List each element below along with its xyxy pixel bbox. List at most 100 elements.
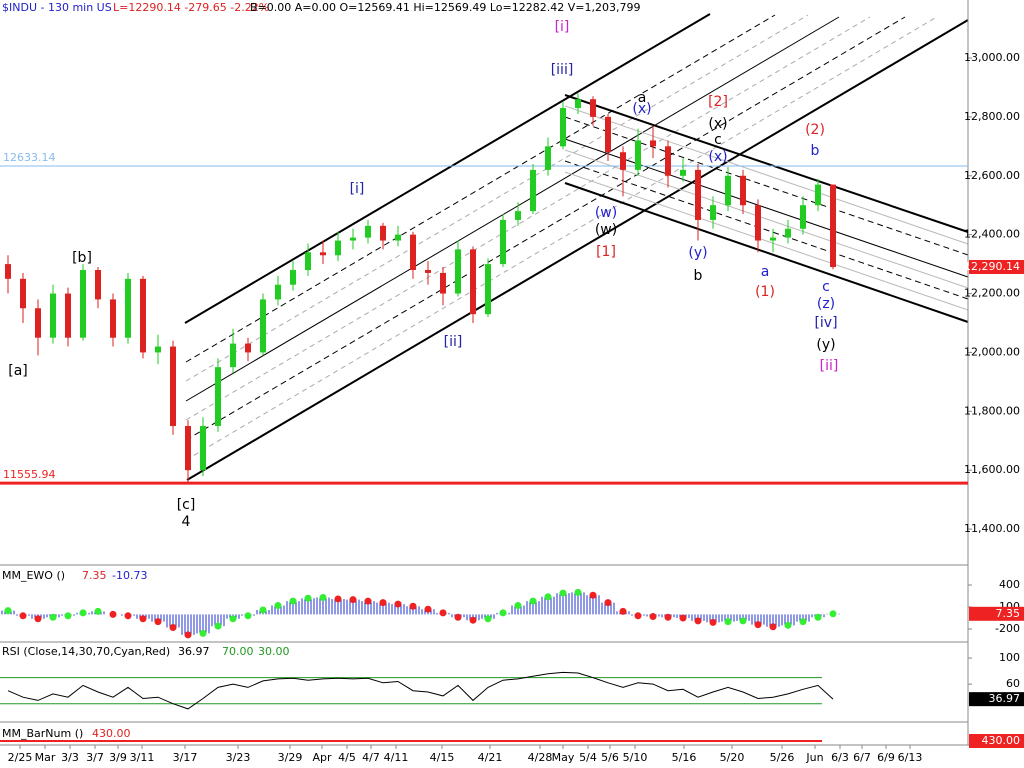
frame	[0, 0, 1024, 746]
y-tick-label: 12,600.00	[964, 169, 1020, 182]
wave-label: a	[638, 90, 647, 106]
x-tick-label: 5/10	[623, 751, 648, 764]
value-tag	[969, 260, 1024, 275]
candle-body	[695, 169, 701, 220]
header-quote: B=0.00 A=0.00 O=12569.41 Hi=12569.49 Lo=…	[250, 1, 640, 14]
candle-body	[425, 269, 431, 273]
value-tag-label: 430.00	[982, 734, 1021, 747]
value-tag	[969, 692, 1024, 707]
ewo-point	[184, 631, 192, 639]
ewo-point	[484, 615, 492, 623]
candle-body	[275, 284, 281, 300]
candle-body	[665, 146, 671, 176]
panel-title: MM_BarNum ()	[2, 727, 83, 740]
y-tick-label: 100	[999, 651, 1020, 664]
candle-body	[545, 146, 551, 170]
ewo-point	[439, 609, 447, 617]
candle-body	[125, 278, 131, 338]
panel-reading: 430.00	[92, 727, 131, 740]
channel-line	[564, 160, 969, 300]
channels	[184, 13, 969, 481]
wave-label: [ii]	[444, 334, 463, 350]
candle-body	[515, 211, 521, 220]
candle-body	[380, 225, 386, 241]
channel-line	[186, 19, 969, 481]
ewo-point	[169, 624, 177, 632]
candle-body	[245, 343, 251, 353]
y-tick-label: 11,600.00	[964, 463, 1020, 476]
x-tick-label: 6/13	[898, 751, 923, 764]
wave-label: [1]	[596, 244, 616, 260]
wave-label: [b]	[72, 250, 92, 266]
candle-body	[470, 249, 476, 315]
header-symbol: $INDU - 130 min US	[2, 1, 112, 14]
ewo-point	[64, 612, 72, 620]
channel-line	[564, 182, 969, 323]
value-tag	[969, 734, 1024, 748]
candle-body	[350, 237, 356, 241]
ewo-point	[499, 609, 507, 617]
ewo-point	[274, 602, 282, 610]
channel-line	[564, 149, 969, 289]
y-tick-label: 12,200.00	[964, 287, 1020, 300]
x-tick-label: 4/28	[528, 751, 553, 764]
candle-body	[590, 99, 596, 117]
wave-label: (1)	[755, 284, 775, 300]
x-tick-label: 3/7	[86, 751, 104, 764]
candle-body	[65, 293, 71, 338]
candle-body	[260, 299, 266, 353]
reference-label: 11555.94	[3, 468, 56, 481]
x-tick-label: 4/15	[430, 751, 455, 764]
wave-label: [i]	[350, 181, 365, 197]
ewo-point	[649, 613, 657, 621]
ewo-point	[19, 612, 27, 620]
ewo-point	[619, 607, 627, 615]
ewo-point	[259, 606, 267, 614]
ewo-point	[79, 609, 87, 617]
ewo-point	[799, 618, 807, 626]
ewo-point	[529, 597, 537, 605]
ewo-point	[784, 621, 792, 629]
candle-body	[455, 249, 461, 294]
ewo-point	[409, 602, 417, 610]
candle-body	[815, 184, 821, 206]
ewo-point	[379, 599, 387, 607]
y-tick-label: -200	[995, 622, 1020, 635]
wave-label: 4	[182, 514, 191, 530]
channel-line	[564, 105, 969, 245]
candle-body	[95, 269, 101, 300]
ewo-point	[559, 589, 567, 597]
channel-line	[564, 94, 969, 233]
channel-line	[564, 138, 969, 278]
ewo-point	[349, 596, 357, 604]
candle-body	[200, 426, 206, 471]
ewo-point	[49, 613, 57, 621]
x-tick-label: 5/6	[601, 751, 619, 764]
ewo-point	[229, 615, 237, 623]
x-tick-label: 5/4	[579, 751, 597, 764]
wave-label: (y)	[688, 245, 707, 261]
panel-reading: 7.35	[82, 569, 107, 582]
x-tick-label: 6/9	[877, 751, 895, 764]
channel-line	[184, 13, 711, 324]
ewo-point	[94, 607, 102, 615]
ewo-point	[334, 595, 342, 603]
ewo-point	[469, 616, 477, 624]
channel-line	[185, 17, 936, 461]
candle-body	[800, 205, 806, 229]
candle-body	[680, 169, 686, 176]
value-tag	[969, 606, 1024, 621]
wave-label: (x)	[708, 116, 727, 132]
x-tick-label: 5/20	[720, 751, 745, 764]
panel-reading: 36.97	[178, 645, 210, 658]
ewo-point	[139, 615, 147, 623]
x-tick-label: Apr	[312, 751, 332, 764]
ewo-point	[544, 593, 552, 601]
ewo-point	[709, 618, 717, 626]
wave-label: c	[822, 279, 830, 295]
x-tick-label: 3/23	[226, 751, 251, 764]
candle-body	[440, 272, 446, 294]
ewo-point	[829, 610, 837, 618]
candle-body	[725, 175, 731, 206]
